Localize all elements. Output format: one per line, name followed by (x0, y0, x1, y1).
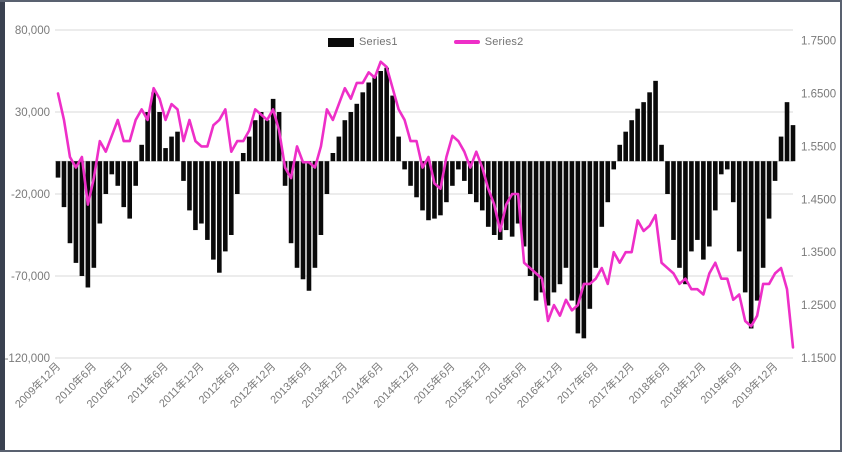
series2-swatch-icon (453, 40, 480, 44)
right-axis-tick-label: 1.7500 (801, 36, 836, 48)
left-axis-tick-label: 30,000 (15, 107, 50, 119)
window-right-border (840, 0, 842, 452)
series2-line (56, 60, 795, 349)
series1-legend-label: Series1 (359, 36, 398, 48)
left-axis-tick-label: -70,000 (11, 271, 50, 283)
right-axis-tick-label: 1.3500 (801, 247, 836, 259)
left-axis-tick-label: -120,000 (5, 353, 50, 365)
series1-bars (55, 67, 796, 339)
window-top-border (0, 0, 842, 2)
chart-legend: Series1 Series2 (328, 36, 523, 48)
left-axis-tick-label: -20,000 (11, 189, 50, 201)
x-axis-labels: 2009年12月2010年6月2010年12月2011年6月2011年12月20… (12, 359, 781, 410)
right-axis-labels: 1.7500 1.6500 1.5500 1.4500 1.3500 1.2500 1.15… (801, 36, 836, 365)
right-axis-tick-label: 1.1500 (801, 353, 836, 365)
left-axis-tick-label: 80,000 (15, 25, 50, 37)
right-axis-tick-label: 1.5500 (801, 141, 836, 153)
left-axis-labels: 80,000 30,000 -20,000 -70,000 -120,000 (5, 25, 50, 365)
right-axis-tick-label: 1.2500 (801, 300, 836, 312)
x-axis-tick-label: 2009年12月 (12, 359, 63, 410)
window-left-edge (0, 0, 5, 452)
series1-swatch-icon (328, 37, 354, 47)
series2-legend-label: Series2 (484, 36, 524, 48)
right-axis-tick-label: 1.6500 (801, 88, 836, 100)
window-bottom-border (0, 450, 842, 452)
right-axis-tick-label: 1.4500 (801, 194, 836, 206)
